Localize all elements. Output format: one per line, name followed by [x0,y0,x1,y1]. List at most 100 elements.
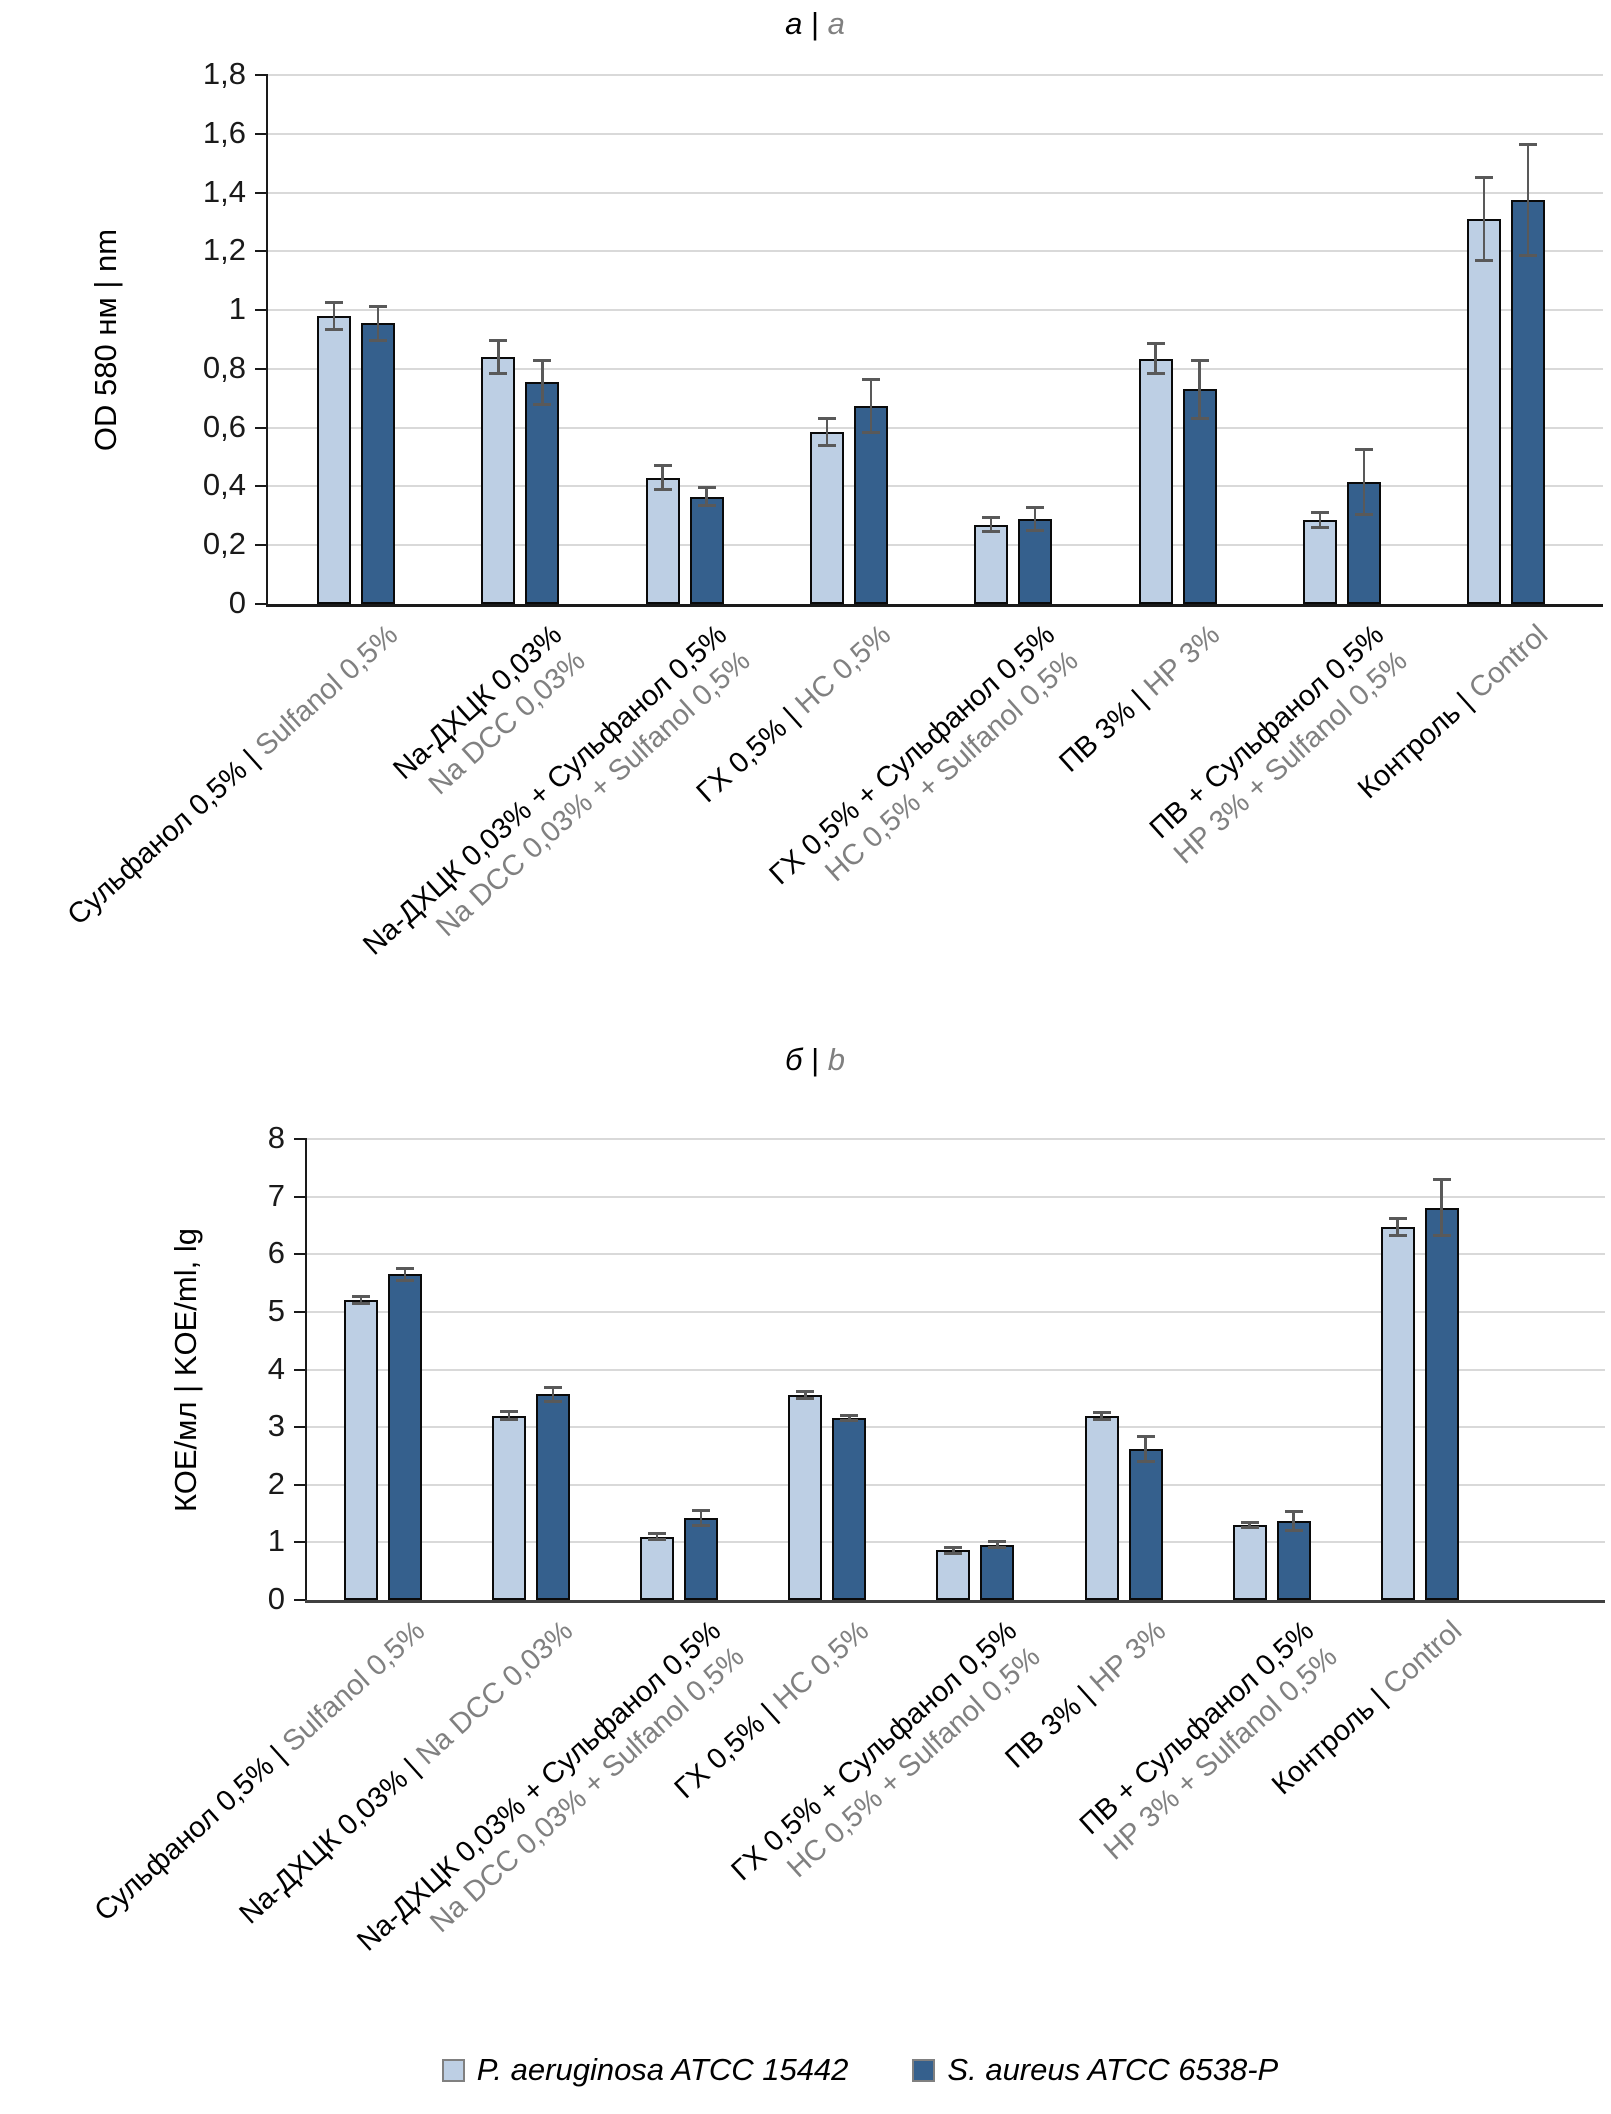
bar [1380,1227,1415,1600]
error-bar [1144,1436,1147,1462]
error-bar-cap [369,304,387,308]
error-bar [952,1547,955,1554]
y-tick-mark [255,250,268,253]
panel-b-title-separator: | [802,1042,828,1077]
error-bar-cap [544,1385,563,1389]
y-tick-mark [294,1195,307,1198]
category-label-text: Na DCC 0,03% [410,1614,580,1772]
error-bar-cap [840,1413,859,1417]
bar [853,405,888,604]
error-bar [497,340,500,374]
error-bar-cap [861,430,880,434]
y-tick-mark [294,1483,307,1486]
bar [645,477,680,604]
bar [684,1518,719,1600]
y-tick-mark [294,1541,307,1544]
y-tick-label: 1,2 [202,232,246,268]
error-bar-cap [396,1267,414,1271]
error-bar [507,1411,511,1420]
error-bar [848,1415,851,1421]
bar [388,1274,422,1600]
y-tick-label: 0 [228,585,246,620]
error-bar-cap [325,300,343,304]
bar [980,1544,1015,1600]
bar [974,524,1009,604]
y-tick-label: 4 [267,1350,285,1386]
error-bar-cap [1136,1434,1155,1438]
category-label-text: HP 3% [1137,618,1226,703]
error-bar-cap [1092,1410,1111,1414]
error-bar-cap [325,328,343,332]
category-label: ПВ + Сульфанол 0,5% HP 3% + Sulfanol 0,5% [777,1614,1344,2114]
category-label: Na-ДХЦК 0,03% + Сульфанол 0,5% Na DCC 0,0… [185,1614,752,2114]
error-bar [869,379,873,433]
y-tick-mark [255,191,268,194]
error-bar-cap [1240,1520,1259,1524]
y-tick-label: 6 [267,1235,285,1271]
error-bar-cap [982,530,1001,534]
error-bar-cap [352,1302,370,1306]
error-bar [1248,1522,1251,1528]
bar [689,496,724,604]
error-bar [705,487,708,506]
error-bar [1033,507,1037,531]
error-bar [1362,449,1366,515]
gridline [307,1426,1605,1429]
bar [1138,358,1173,604]
panel-a-title-en: a [827,6,845,41]
error-bar [332,302,336,330]
category-label-text: ГХ 0,5% + Сульфанол 0,5% [763,618,1062,892]
error-bar-cap [544,1399,563,1403]
bar [317,315,351,604]
error-bar-cap [1240,1526,1259,1530]
y-tick-label: 0,4 [202,467,246,503]
y-tick-label: 1,6 [202,114,246,150]
gridline [307,1138,1605,1140]
bar [525,382,560,604]
y-tick-mark [255,132,268,135]
error-bar [1318,512,1322,528]
bar [536,1394,571,1600]
gridline [307,1368,1605,1371]
gridline [268,250,1603,253]
error-bar [541,360,544,405]
error-bar-cap [1475,258,1494,262]
legend-label-p-aeruginosa: P. aeruginosa ATCC 15442 [476,2052,849,2087]
gridline [307,1195,1605,1198]
error-bar-cap [1310,511,1329,515]
error-bar-cap [944,1551,963,1555]
gridline [268,367,1603,370]
error-bar-cap [648,1537,667,1541]
y-tick-label: 0,2 [202,526,246,562]
bar [481,357,516,604]
y-tick-label: 1 [228,291,246,327]
error-bar [1292,1511,1295,1531]
y-axis-line [266,75,268,604]
error-bar-cap [352,1295,370,1299]
category-label-text: HP 3% [1083,1614,1172,1699]
gridline [268,74,1603,76]
panel-a-title: а | a [0,6,1611,42]
error-bar-cap [692,1524,711,1528]
category-label-text: НС 0,5% [767,1614,876,1717]
error-bar [1198,360,1201,419]
panel-b-title-ru: б [785,1042,803,1077]
y-tick-mark [255,485,268,488]
error-bar [989,517,993,532]
error-bar [825,418,829,446]
bar [788,1395,823,1600]
gridline [307,1310,1605,1313]
error-bar-cap [1432,1177,1451,1181]
y-tick-label: 0 [267,1581,285,1616]
error-bar-cap [1092,1417,1111,1421]
y-tick-label: 1 [267,1523,285,1559]
error-bar-cap [1146,371,1165,375]
bar [344,1300,378,1600]
panel-b-title-en: b [827,1042,845,1077]
y-tick-label: 5 [267,1292,285,1328]
y-tick-label: 3 [267,1408,285,1444]
legend: P. aeruginosa ATCC 15442 S. aureus ATCC … [45,2052,1611,2088]
panel-a-title-separator: | [802,6,828,41]
error-bar [359,1296,363,1304]
